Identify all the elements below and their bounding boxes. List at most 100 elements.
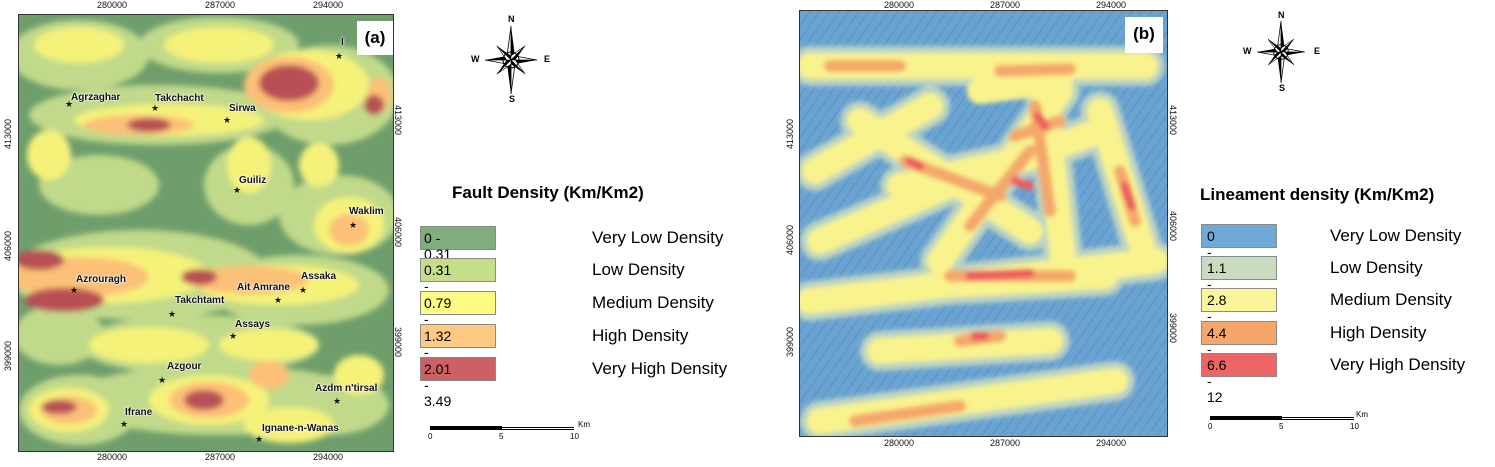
legend-class: Low Density	[592, 260, 685, 279]
place-label: Assaka	[301, 271, 337, 282]
legend-range: 6.6 - 12	[1207, 357, 1227, 405]
lineament-density-map: (b)	[799, 10, 1168, 437]
y-tick-left-1: 413000	[785, 118, 795, 149]
compass-s: S	[509, 94, 516, 104]
legend-swatch	[420, 291, 496, 315]
x-tick-bottom-3: 294000	[1096, 438, 1127, 448]
legend-class: High Density	[1330, 323, 1427, 342]
legend-swatch	[1201, 256, 1277, 280]
scale-label: 10	[570, 432, 579, 441]
place-marker: ★	[65, 99, 74, 109]
x-tick-bottom-3: 294000	[313, 452, 344, 462]
legend-class: Very High Density	[1330, 355, 1466, 374]
legend-swatch	[420, 357, 496, 381]
place-label: Azgour	[167, 361, 202, 372]
place-label: Guiliz	[239, 175, 267, 186]
legend-swatch	[420, 324, 496, 348]
legend-class: Medium Density	[592, 293, 714, 312]
legend-range: 2.01 - 3.49	[424, 361, 452, 409]
place-marker: ★	[70, 285, 79, 295]
y-tick-right-3: 399000	[1168, 313, 1178, 344]
place-label: Azdm n'tirsal	[315, 383, 378, 394]
place-label: Sirwa	[229, 103, 256, 114]
scale-unit: Km	[578, 420, 590, 429]
place-label: I	[341, 37, 344, 48]
place-marker: ★	[335, 51, 344, 61]
y-tick-right-2: 406000	[1168, 211, 1178, 242]
compass-w: W	[1243, 46, 1252, 56]
place-marker: ★	[349, 220, 358, 230]
place-label: Assays	[235, 319, 271, 330]
place-label: Ait Amrane	[237, 282, 290, 293]
compass-e: E	[544, 54, 551, 64]
y-tick-left-1: 413000	[3, 118, 13, 149]
place-marker: ★	[120, 419, 129, 429]
compass-rose-icon: N S W E	[470, 14, 552, 106]
x-tick-top-1: 280000	[884, 0, 915, 10]
legend-swatch	[420, 226, 496, 250]
scale-label: 0	[1208, 422, 1213, 431]
place-marker: ★	[229, 331, 238, 341]
lineament-density-raster	[800, 11, 1167, 436]
y-tick-left-2: 406000	[3, 230, 13, 261]
legend-swatch	[1201, 288, 1277, 312]
x-tick-bottom-2: 287000	[990, 438, 1021, 448]
fault-density-legend-title: Fault Density (Km/Km2)	[452, 183, 644, 202]
place-marker: ★	[274, 295, 283, 305]
place-marker: ★	[168, 309, 177, 319]
place-marker: ★	[299, 285, 308, 295]
place-label: Agrzaghar	[71, 92, 121, 103]
place-label: Takchacht	[155, 93, 204, 104]
place-marker: ★	[333, 396, 342, 406]
compass-s: S	[1279, 83, 1286, 93]
place-label: Waklim	[349, 206, 384, 217]
legend-swatch	[1201, 224, 1277, 248]
scale-label: 0	[428, 432, 433, 441]
compass-n: N	[508, 14, 515, 24]
compass-rose-icon: N S W E	[1240, 10, 1322, 94]
place-marker: ★	[255, 434, 264, 444]
x-tick-top-3: 294000	[313, 0, 344, 10]
scale-label: 5	[1279, 422, 1284, 431]
legend-swatch	[420, 258, 496, 282]
x-tick-bottom-1: 280000	[884, 438, 915, 448]
place-marker: ★	[158, 375, 167, 385]
y-tick-right-3: 399000	[393, 327, 403, 358]
y-tick-left-3: 399000	[785, 326, 795, 357]
y-tick-right-1: 413000	[1168, 105, 1178, 136]
place-label: Azrouragh	[76, 274, 126, 285]
y-tick-left-3: 399000	[3, 340, 13, 371]
y-tick-left-2: 406000	[785, 224, 795, 255]
x-tick-bottom-2: 287000	[205, 452, 236, 462]
y-tick-right-2: 406000	[393, 217, 403, 248]
scale-label: 10	[1350, 422, 1359, 431]
x-tick-top-1: 280000	[97, 0, 128, 10]
scale-bar-b: 0 5 10 Km	[1206, 408, 1376, 434]
legend-class: High Density	[592, 326, 689, 345]
legend-class: Very High Density	[592, 359, 728, 378]
scale-unit: Km	[1356, 410, 1368, 419]
place-label: Takchtamt	[175, 295, 225, 306]
legend-class: Very Low Density	[1330, 226, 1462, 245]
lineament-density-legend-title: Lineament density (Km/Km2)	[1200, 185, 1435, 204]
compass-e: E	[1314, 46, 1321, 56]
x-tick-top-3: 294000	[1096, 0, 1127, 10]
place-label: Ifrane	[125, 407, 153, 418]
compass-w: W	[471, 54, 480, 64]
panel-b-tag: (b)	[1125, 17, 1163, 53]
panel-a-tag: (a)	[357, 21, 393, 55]
legend-class: Medium Density	[1330, 290, 1452, 309]
scale-bar-a: 0 5 10 Km	[426, 420, 596, 446]
legend-swatch	[1201, 353, 1277, 377]
compass-n: N	[1278, 10, 1285, 20]
y-tick-right-1: 413000	[393, 105, 403, 136]
scale-label: 5	[499, 432, 504, 441]
place-label: Ignane-n-Wanas	[262, 423, 339, 434]
place-marker: ★	[151, 103, 160, 113]
x-tick-top-2: 287000	[990, 0, 1021, 10]
x-tick-bottom-1: 280000	[97, 452, 128, 462]
x-tick-top-2: 287000	[205, 0, 236, 10]
place-marker: ★	[233, 185, 242, 195]
place-marker: ★	[223, 115, 232, 125]
legend-swatch	[1201, 321, 1277, 345]
